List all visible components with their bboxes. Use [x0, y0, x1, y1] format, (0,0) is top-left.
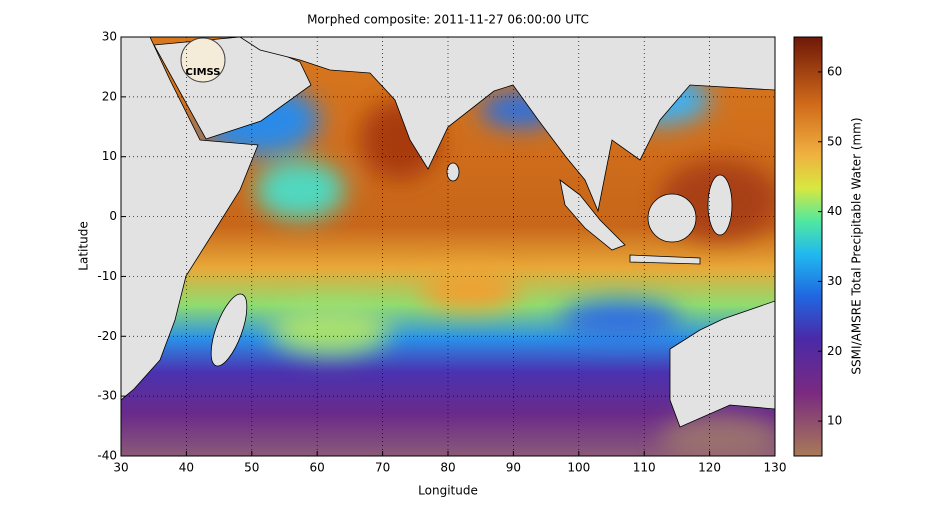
colorbar-tick-label: 20: [827, 344, 842, 358]
x-tick-label: 100: [567, 461, 590, 475]
y-tick-label: -30: [97, 389, 117, 403]
x-tick-label: 120: [698, 461, 721, 475]
x-tick-label: 30: [113, 461, 128, 475]
x-tick-label: 50: [244, 461, 259, 475]
y-tick-label: -40: [97, 449, 117, 463]
y-tick-label: -20: [97, 329, 117, 343]
colorbar-tick-label: 50: [827, 134, 842, 148]
y-axis-label: Latitude: [77, 221, 91, 270]
colorbar-label: SSMI/AMSRE Total Precipitable Water (mm): [850, 117, 864, 374]
colorbar-tick-label: 60: [827, 64, 842, 78]
x-tick-label: 90: [506, 461, 521, 475]
chart-title: Morphed composite: 2011-11-27 06:00:00 U…: [307, 13, 589, 27]
colorbar-tick-label: 40: [827, 204, 842, 218]
y-tick-label: -10: [97, 269, 117, 283]
logo: CIMSS: [180, 37, 226, 83]
y-tick-label: 10: [102, 149, 117, 163]
colorbar-tick-label: 30: [827, 274, 842, 288]
x-tick-label: 60: [310, 461, 325, 475]
x-tick-label: 130: [764, 461, 787, 475]
colorbar: [793, 36, 823, 457]
x-tick-label: 80: [440, 461, 455, 475]
y-tick-label: 0: [109, 209, 117, 223]
logo-text: CIMSS: [186, 67, 221, 78]
y-tick-label: 20: [102, 89, 117, 103]
map-image: [121, 37, 775, 456]
x-tick-label: 110: [633, 461, 656, 475]
x-tick-label: 70: [375, 461, 390, 475]
colorbar-tick-label: 10: [827, 414, 842, 428]
x-tick-label: 40: [179, 461, 194, 475]
y-tick-label: 30: [102, 30, 117, 44]
x-axis-label: Longitude: [418, 484, 478, 498]
